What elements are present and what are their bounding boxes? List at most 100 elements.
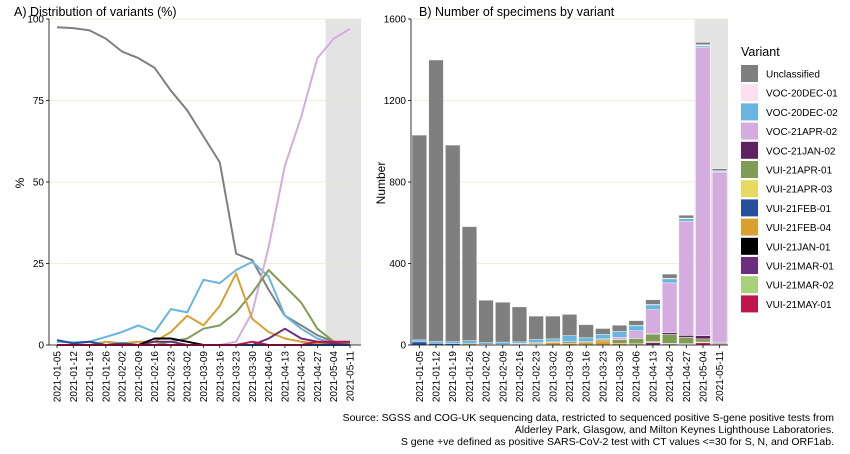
legend-swatch [741, 141, 758, 159]
panel-b-bar-segment-vui-21feb-01 [411, 341, 427, 346]
panel-a-axes: 0 25 50 75 100 2021-01-05 2021-01-12 2021-01-19… [27, 15, 361, 403]
panel-a-y-tick-label: 75 [33, 96, 45, 107]
panel-b-x-tick-label: 2021-01-26 [465, 351, 476, 403]
panel-a-x-tick-label: 2021-02-09 [134, 351, 145, 403]
panel-b-bar-segment-unclassified [595, 328, 611, 335]
panel-a-x-tick-label: 2021-01-26 [101, 351, 112, 403]
panel-a-x-tick-label: 2021-01-12 [69, 351, 80, 403]
panel-a-x-tick-label: 2021-05-04 [329, 351, 340, 403]
panel-b-bar-segment-unclassified [528, 315, 544, 340]
panel-b-bar-segment-vui-21apr-01 [678, 337, 694, 344]
panel-b-y-tick-label: 1600 [384, 15, 407, 26]
panel-b-bar-segment-voc-21apr-02 [695, 47, 711, 336]
panel-b-x-tick-label: 2021-01-12 [432, 351, 443, 403]
panel-b-bar-segment-unclassified [478, 300, 494, 343]
panel-b-bar-segment-voc-20dec-02 [612, 331, 628, 338]
panel-b-bar-segment-voc-20dec-02 [595, 334, 611, 340]
panel-b-x-tick-label: 2021-01-05 [415, 351, 426, 403]
panel-b-bar-segment-unclassified [411, 134, 427, 341]
panel-a-x-tick-label: 2021-03-09 [199, 351, 210, 403]
legend-swatch [741, 122, 758, 140]
panel-b-bar-segment-voc-21apr-02 [678, 221, 694, 336]
panel-b-x-tick-label: 2021-05-04 [698, 351, 709, 403]
panel-a-x-tick-label: 2021-02-23 [166, 351, 177, 403]
panel-b-bar-segment-voc-20dec-02 [528, 339, 544, 343]
legend-label: VOC-21APR-02 [766, 127, 838, 138]
panel-b-bar-segment-unclassified [445, 144, 461, 342]
panel-b-x-tick-label: 2021-03-09 [565, 351, 576, 403]
panel-b-bar-segment-unclassified [662, 273, 678, 279]
panel-b-bar-segment-vui-21apr-01 [645, 334, 661, 342]
panel-b-x-tick-label: 2021-03-30 [615, 351, 626, 403]
legend-swatch [741, 276, 758, 294]
panel-b-bar-segment-unclassified [645, 299, 661, 305]
panel-b-x-tick-label: 2021-03-16 [582, 351, 593, 403]
panel-a-y-tick-label: 25 [33, 259, 45, 270]
panel-b-bar-segment-unclassified [545, 315, 561, 340]
panel-b-x-tick-label: 2021-03-23 [598, 351, 609, 403]
legend-label: VOC-20DEC-01 [766, 89, 838, 100]
panel-a-x-tick-label: 2021-03-02 [183, 351, 194, 403]
panel-a-x-tick-label: 2021-04-06 [264, 351, 275, 403]
panel-a-x-tick-label: 2021-02-16 [150, 351, 161, 403]
panel-b-bar-segment-voc-20dec-02 [628, 325, 644, 331]
panel-b-bar-segment-voc-20dec-02 [511, 341, 527, 344]
panel-b-bar-segment-voc-20dec-02 [495, 341, 511, 345]
legend-swatch [741, 103, 758, 121]
panel-b-bar-segment-voc-20dec-02 [562, 335, 578, 342]
panel-a-x-tick-label: 2021-04-27 [313, 351, 324, 403]
legend-label: VUI-21MAR-02 [766, 281, 834, 292]
panel-a-x-tick-label: 2021-02-02 [118, 351, 129, 403]
source-note: Source: SGSS and COG-UK sequencing data,… [214, 412, 834, 448]
panel-b-bar-segment-vui-21feb-04 [545, 342, 561, 345]
legend-label: VUI-21FEB-04 [766, 223, 831, 234]
source-note-line-3: S gene +ve defined as positive SARS-CoV-… [400, 436, 834, 448]
legend-label: VUI-21APR-03 [766, 185, 833, 196]
legend-swatch [741, 237, 758, 255]
legend-label: VOC-21JAN-02 [766, 146, 836, 157]
panel-b-bar-segment-voc-20dec-02 [545, 338, 561, 342]
panel-b-y-tick-label: 800 [389, 178, 406, 189]
panel-b-bar-segment-vui-21apr-01 [562, 341, 578, 344]
panel-b-bar-segment-voc-20dec-02 [411, 339, 427, 343]
legend-label: VUI-21MAR-01 [766, 262, 834, 273]
panel-b-bar-segment-unclassified [695, 42, 711, 46]
panel-b-specimens-chart: 0 400 800 1200 1600 2021-01-05 2021-01-12 2021-… [374, 5, 728, 402]
panel-b-bar-segment-unclassified [678, 214, 694, 219]
panel-b-stacked-bars [411, 42, 728, 346]
panel-a-x-tick-label: 2021-03-16 [215, 351, 226, 403]
panel-b-title: B) Number of specimens by variant [419, 5, 615, 19]
legend-label: VUI-21MAY-01 [766, 300, 832, 311]
panel-a-x-tick-label: 2021-05-11 [346, 351, 357, 402]
panel-a-x-tick-label: 2021-01-05 [53, 351, 64, 403]
panel-b-bar-segment-voc-21jan-02 [678, 335, 694, 338]
legend-swatch [741, 180, 758, 198]
panel-b-x-tick-label: 2021-01-19 [448, 351, 459, 403]
panel-a-line-voc-20dec-02 [56, 260, 350, 345]
panel-b-x-tick-label: 2021-04-20 [665, 351, 676, 403]
source-note-line-2: Alderley Park, Glasgow, and Milton Keyne… [514, 424, 834, 436]
panel-b-x-tick-label: 2021-05-11 [715, 351, 726, 402]
panel-a-line-vui-21feb-04 [57, 272, 351, 346]
panel-b-bar-segment-unclassified [428, 59, 444, 342]
panel-b-x-tick-label: 2021-04-27 [682, 351, 693, 403]
panel-b-x-tick-label: 2021-04-13 [648, 351, 659, 403]
panel-a-x-tick-label: 2021-03-30 [248, 351, 259, 403]
panel-a-y-tick-label: 50 [33, 178, 45, 189]
panel-a-line-unclassified [56, 26, 351, 345]
panel-b-bar-segment-voc-21jan-02 [645, 333, 661, 335]
panel-b-bar-segment-unclassified [562, 314, 578, 336]
legend-label: VUI-21FEB-01 [766, 204, 831, 215]
panel-b-bar-segment-unclassified [712, 168, 728, 172]
panel-a-title: A) Distribution of variants (%) [14, 5, 177, 19]
legend-label: VOC-20DEC-02 [766, 108, 838, 119]
panel-b-bar-segment-voc-20dec-02 [678, 218, 694, 222]
panel-a-distribution-chart: 0 25 50 75 100 2021-01-05 2021-01-12 2021-01-19… [13, 5, 361, 402]
panel-b-bar-segment-voc-21apr-02 [712, 171, 728, 343]
panel-b-bar-segment-vui-21apr-01 [628, 338, 644, 345]
legend-swatch [741, 161, 758, 178]
panel-b-bar-segment-unclassified [628, 320, 644, 326]
legend-swatch [741, 218, 758, 236]
legend-swatch [741, 65, 758, 82]
panel-b-y-tick-label: 400 [389, 259, 406, 270]
